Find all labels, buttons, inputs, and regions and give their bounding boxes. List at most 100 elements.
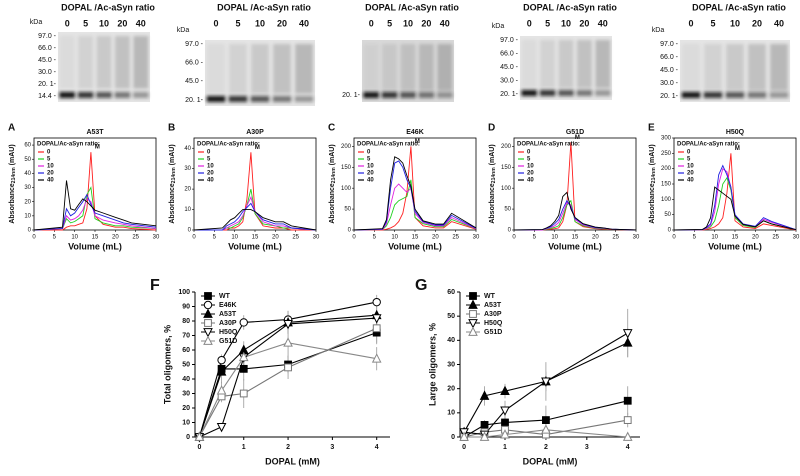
legend-title: DOPAL/Ac-aSyn ratio: [37,142,100,148]
data-point [501,418,509,427]
x-tick-label: 25 [132,235,139,241]
data-point [239,389,248,398]
kda-marker: 20. 1- [342,92,361,99]
y-tick-label: 80 [182,318,190,325]
peak-annotation: M [575,135,580,141]
legend-label: 10 [687,164,694,170]
data-point [623,396,632,405]
y-tick-label: 40 [182,376,190,383]
x-tick-label: 0 [352,235,356,241]
x-tick-label: 15 [572,235,579,241]
y-tick-label: 100 [501,186,512,192]
gel-band [418,92,435,98]
lane-label: 0 [369,18,374,28]
legend-label: WT [484,293,496,300]
gel-smear [115,36,130,89]
legend-marker [468,326,478,336]
panel-letter: D [488,123,495,134]
lane-label: 40 [440,18,450,28]
gel-band [133,92,149,98]
panel-letter: F [150,277,160,294]
lane-label: 0 [688,18,693,28]
data-point [194,431,205,441]
trace [673,176,797,231]
y-tick-label: 100 [341,186,352,192]
x-tick-label: 25 [772,235,779,241]
trace [353,156,477,231]
gel-smear [295,44,313,94]
trace [194,202,317,231]
y-tick-label: 20 [184,187,191,193]
x-tick-label: 5 [213,235,217,241]
y-tick-label: 0 [508,228,512,234]
y-axis-label-part: 214nm [651,167,657,183]
legend-title: DOPAL/Ac-aSyn ratio: [677,142,740,148]
gel-smear [251,44,269,94]
lane-label: 20 [752,18,762,28]
gel-band [77,92,94,98]
data-point [371,314,382,324]
y-axis-label: Absorbance214nm (mAU) [329,144,337,223]
gel-smear [419,44,434,91]
legend-label: 20 [527,171,534,177]
y-axis-label: Total oligomers, % [162,325,172,404]
kda-marker: 20. 1- [500,91,519,98]
y-tick-label: 0 [348,228,352,234]
gel-smear [521,40,537,88]
gel-band [576,90,593,96]
gel-band [595,90,611,96]
gel-band [294,96,314,102]
x-tick-label: 20 [592,235,599,241]
legend-marker [203,308,213,318]
gel-band [250,96,270,102]
y-tick-label: 200 [501,144,512,150]
legend-label: A30P [484,311,502,318]
panel-letter: B [168,123,175,134]
y-tick-label: 0 [28,228,32,234]
gel-smear [748,44,766,91]
data-point [283,320,293,330]
legend-marker [203,335,213,345]
legend-label: E46K [219,302,237,309]
lane-label: 10 [561,18,571,28]
data-point [622,431,633,441]
data-point [500,385,510,395]
peak-annotation: M [255,145,260,151]
y-tick-label: 250 [661,151,672,157]
kda-marker: 97.0 - [38,33,57,40]
y-tick-label: 50 [447,313,455,320]
y-tick-label: 20 [24,199,31,205]
gel-band [769,92,789,98]
x-tick-label: 2 [286,444,290,451]
gel-smear [229,44,247,94]
kda-marker: 45.0 - [500,64,519,71]
legend-label: A53T [219,311,237,318]
x-tick-label: 30 [473,235,480,241]
trace [353,179,477,231]
y-axis-label-part: (mAU) [489,144,496,165]
y-tick-label: 50 [504,207,511,213]
legend-label: 5 [527,157,531,163]
lane-label: 40 [774,18,784,28]
trace [194,196,317,231]
trace [673,167,797,231]
kda-marker: 97.0 - [660,41,679,48]
x-tick-label: 30 [793,235,800,241]
y-axis-label-part: 214nm [331,167,337,183]
x-tick-label: 0 [512,235,516,241]
lane-label: 0 [65,18,70,28]
y-tick-label: 50 [24,157,31,163]
gel-band [521,90,537,96]
panel-title: E46K [406,129,424,136]
lane-label: 10 [255,18,265,28]
data-point [479,390,490,400]
x-tick-label: 15 [412,235,419,241]
trace [673,164,797,231]
panel-title: G51D [566,129,584,136]
kda-marker: 20. 1- [38,81,57,88]
legend-label: 40 [687,178,694,184]
y-axis-label-part: Absorbance [649,183,656,224]
x-tick-label: 15 [732,235,739,241]
data-point [284,363,292,372]
